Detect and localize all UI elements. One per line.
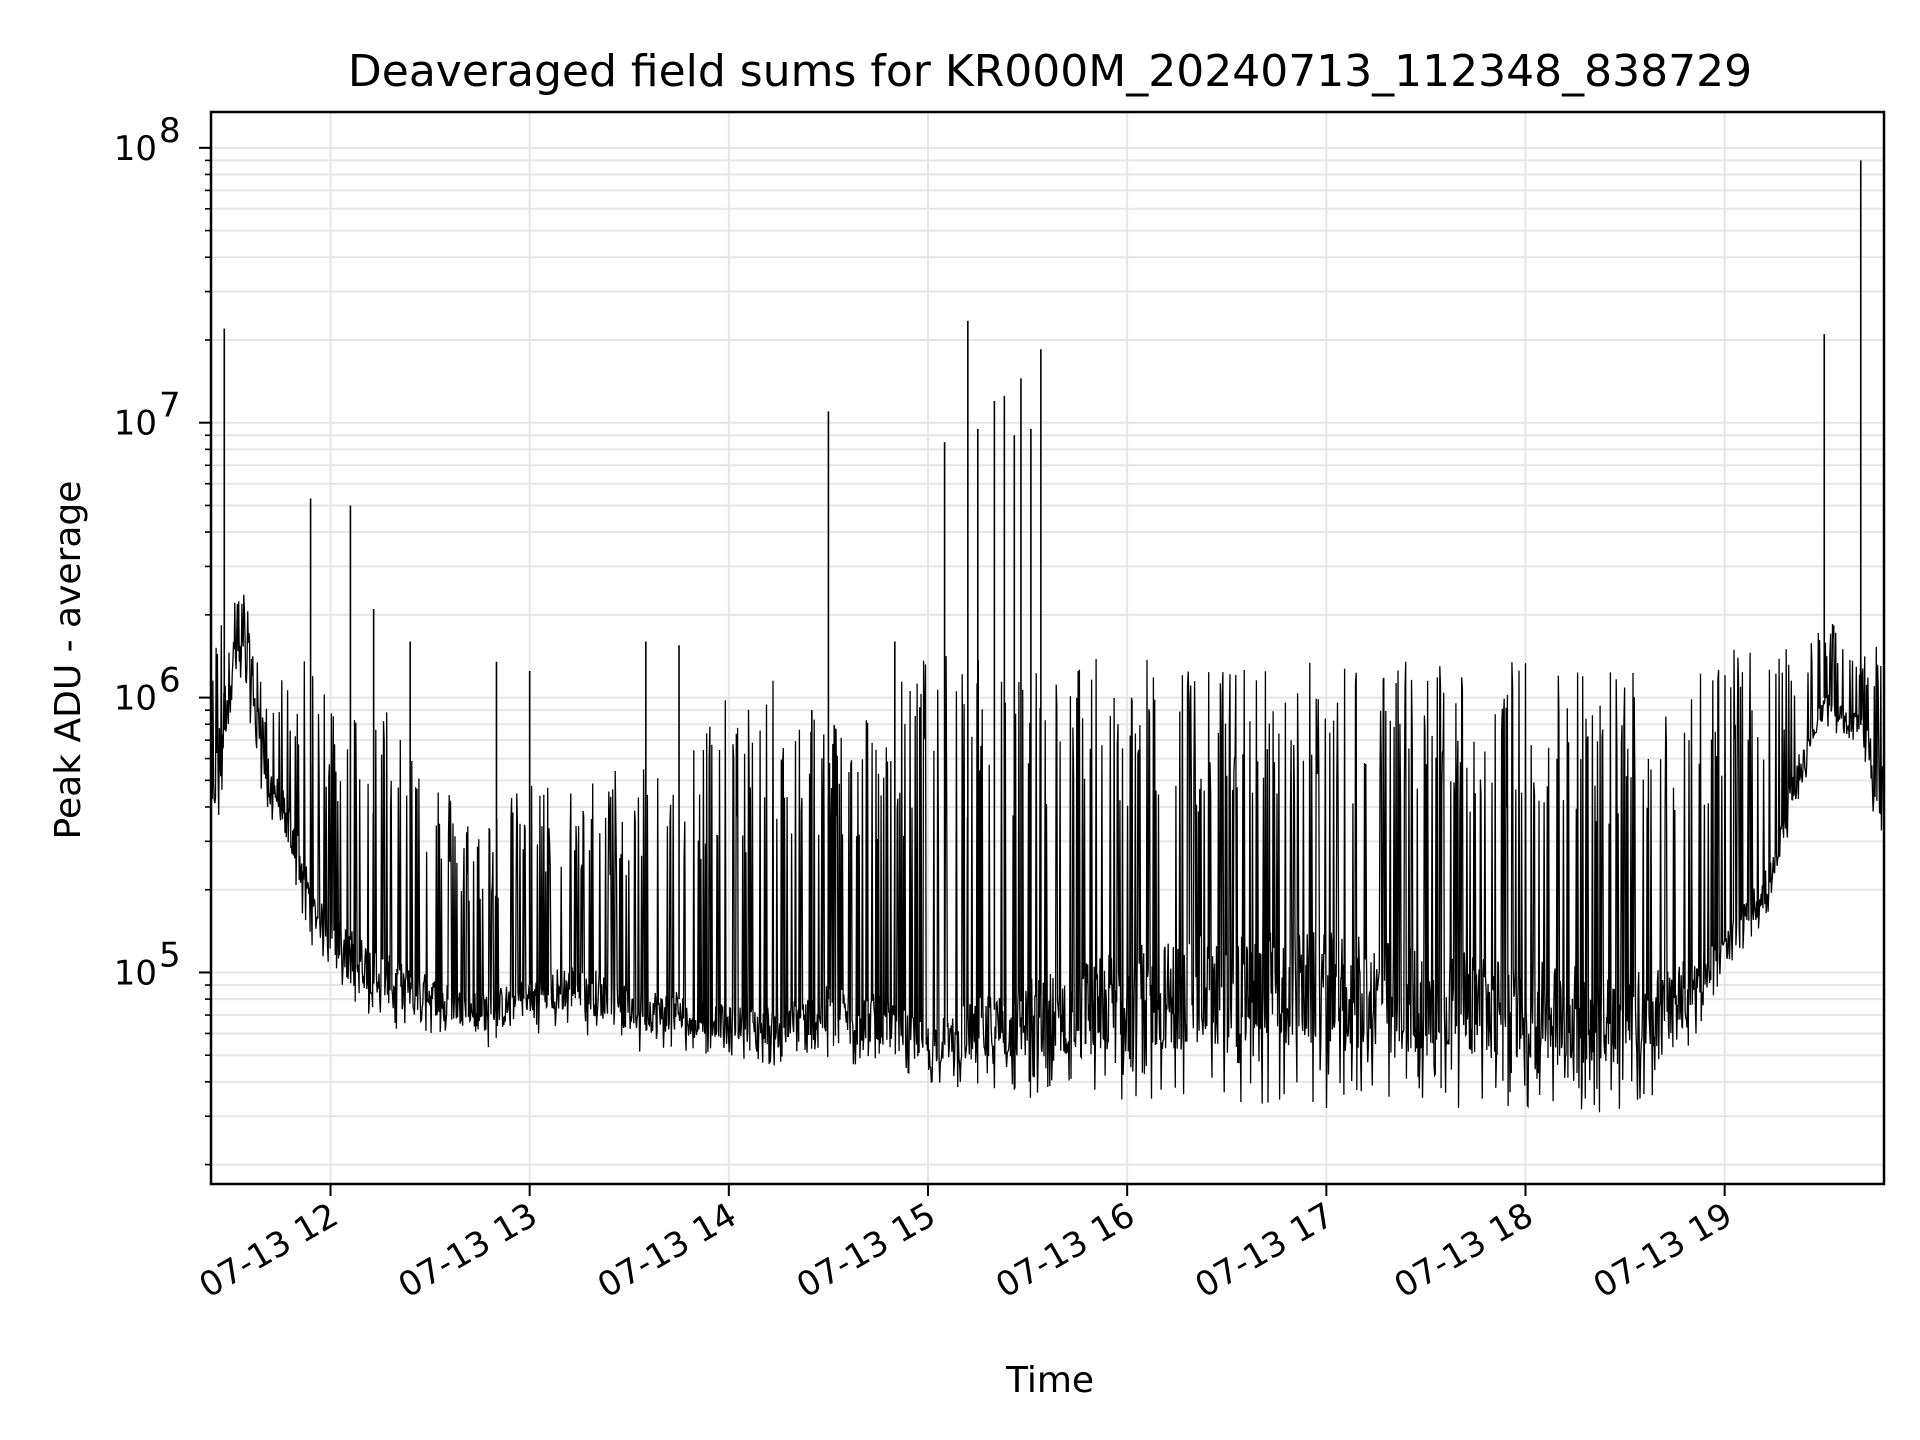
y-tick-label: 10 [114, 953, 157, 993]
y-tick-label: 10 [114, 404, 157, 444]
x-tick-label: 07-13 18 [1388, 1195, 1540, 1306]
y-tick-exponent: 8 [159, 111, 181, 151]
y-axis-label: Peak ADU - average [48, 481, 89, 840]
chart-title: Deaveraged field sums for KR000M_2024071… [348, 46, 1752, 97]
x-tick-label: 07-13 15 [790, 1195, 942, 1306]
y-tick-label: 10 [114, 129, 157, 169]
x-axis-label: Time [1005, 1360, 1094, 1401]
x-tick-label: 07-13 17 [1188, 1195, 1340, 1306]
x-tick-label: 07-13 12 [193, 1195, 345, 1306]
x-tick-label: 07-13 19 [1587, 1195, 1739, 1306]
x-tick-label: 07-13 14 [591, 1195, 743, 1306]
y-tick-exponent: 5 [159, 935, 181, 975]
x-axis-ticks: 07-13 12 07-13 13 07-13 14 07-13 15 07-13 16… [193, 1184, 1739, 1306]
y-tick-exponent: 6 [159, 661, 181, 701]
y-tick-exponent: 7 [159, 386, 181, 426]
x-tick-label: 07-13 13 [392, 1195, 544, 1306]
x-tick-label: 07-13 16 [989, 1195, 1141, 1306]
y-tick-label: 10 [114, 679, 157, 719]
axes-frame [209, 110, 1886, 1186]
series-line [210, 594, 1885, 1113]
plot-area [210, 160, 1885, 1113]
